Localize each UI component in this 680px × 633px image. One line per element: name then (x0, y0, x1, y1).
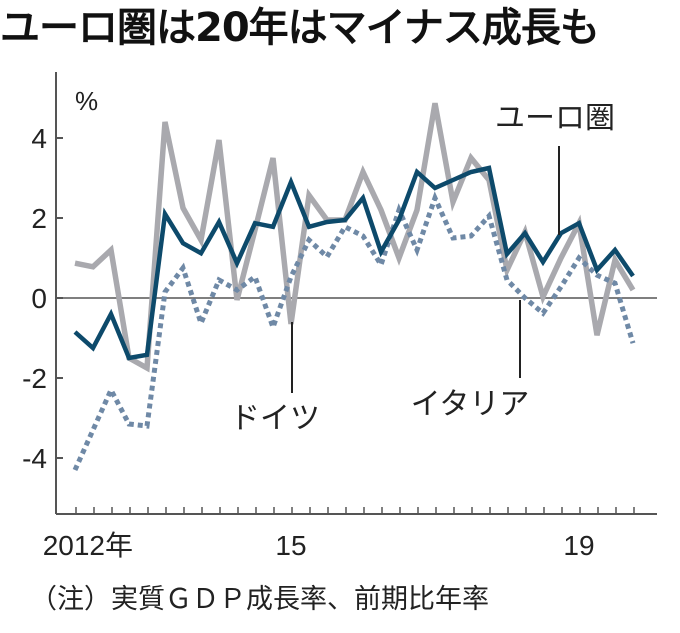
y-tick-label: -2 (22, 363, 47, 394)
axes: % 4 2 0 -2 -4 2012年 15 19 (22, 72, 657, 561)
annotation-label: ドイツ (230, 401, 320, 436)
x-tick-label: 19 (563, 530, 594, 561)
chart-title: ユーロ圏は20年はマイナス成長も (0, 5, 600, 51)
footnote: （注）実質ＧＤＰ成長率、前期比年率 (30, 584, 489, 615)
series-line-italy (72, 191, 636, 472)
annotation-label: ユーロ圏 (495, 101, 615, 136)
series-line-eurozone (73, 165, 635, 361)
y-unit-label: % (75, 86, 98, 116)
y-tick-label: -4 (22, 443, 47, 474)
series-line-germany (74, 102, 636, 373)
annotation-label: イタリア (411, 387, 530, 422)
y-tick-label: 2 (31, 203, 47, 234)
series-lines (72, 102, 636, 472)
x-tick-label: 15 (275, 530, 306, 561)
y-tick-label: 4 (31, 123, 47, 154)
x-tick-label: 2012年 (43, 530, 133, 561)
y-tick-label: 0 (31, 283, 47, 314)
